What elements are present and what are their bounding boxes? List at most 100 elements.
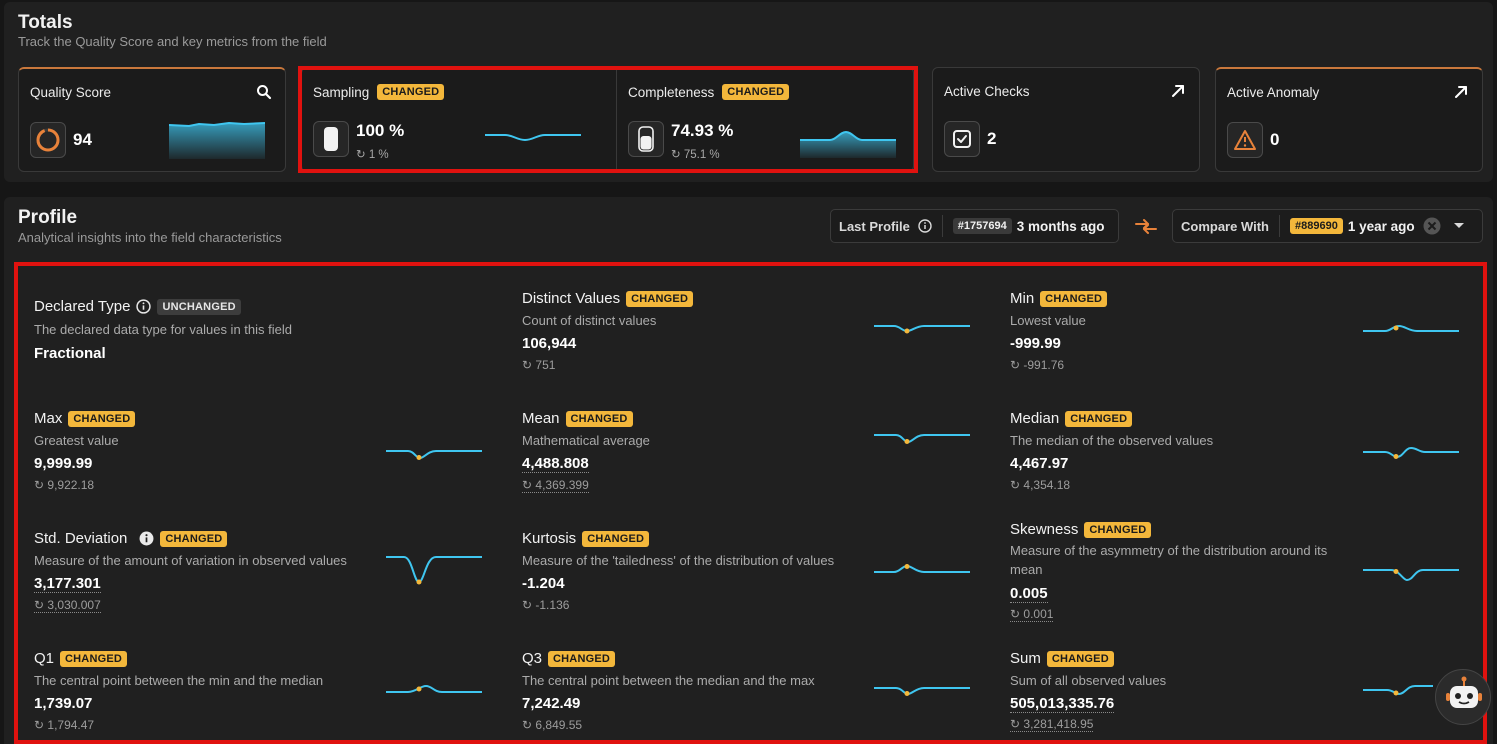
kurtosis-sparkline <box>874 564 970 573</box>
active-anomaly-card[interactable]: Active Anomaly 0 <box>1215 67 1483 172</box>
info-filled-icon[interactable] <box>139 531 154 546</box>
active-anomaly-value: 0 <box>1270 130 1280 149</box>
metric-value: -1.204 <box>522 575 565 592</box>
totals-subtitle: Track the Quality Score and key metrics … <box>18 34 327 49</box>
profile-panel: Profile Analytical insights into the fie… <box>4 197 1493 744</box>
sum-sparkline <box>1363 685 1433 696</box>
min-sparkline <box>1363 324 1459 332</box>
active-checks-value: 2 <box>987 129 997 148</box>
changed-badge: CHANGED <box>626 290 694 307</box>
chevron-down-icon[interactable] <box>1453 222 1465 230</box>
metric-value: 106,944 <box>522 335 577 352</box>
metric-value: 4,467.97 <box>1010 455 1069 472</box>
skewness-sparkline <box>1363 569 1459 582</box>
changed-badge: CHANGED <box>68 410 136 427</box>
metric-previous[interactable]: ↻ 3,030.007 <box>34 598 101 613</box>
completeness-card: Completeness CHANGED 74.93 % ↻ 75.1 % <box>616 67 914 172</box>
metric-title: Distinct Values <box>522 290 621 307</box>
sampling-value: 100 % <box>356 121 405 140</box>
metric-title: Declared Type <box>34 298 131 315</box>
changed-badge: CHANGED <box>160 530 228 547</box>
totals-title: Totals <box>18 12 73 33</box>
metric-title: Kurtosis <box>522 530 577 547</box>
metric-declared-type: Declared Type UNCHANGED The declared dat… <box>34 298 494 408</box>
metric-description: Measure of the asymmetry of the distribu… <box>1010 543 1328 577</box>
pill-icon <box>313 121 349 157</box>
active-checks-card[interactable]: Active Checks 2 <box>932 67 1200 172</box>
max-sparkline <box>386 450 482 460</box>
metric-title: Mean <box>522 410 560 427</box>
score-ring-icon <box>30 122 66 158</box>
metric-title: Std. Deviation <box>34 530 128 547</box>
last-profile-label: Last Profile <box>839 218 910 234</box>
compare-with-selector[interactable]: Compare With #889690 1 year ago <box>1172 209 1483 243</box>
swap-compare-icon[interactable] <box>1134 217 1158 235</box>
metric-previous[interactable]: ↻ 4,369.399 <box>522 478 589 493</box>
metric-previous[interactable]: ↻ 0.001 <box>1010 607 1054 622</box>
info-icon[interactable] <box>136 299 152 314</box>
q1-sparkline <box>386 684 482 693</box>
sampling-card: Sampling CHANGED 100 % ↻ 1 % <box>301 67 616 172</box>
metric-kurtosis: Kurtosis CHANGED Measure of the 'tailedne… <box>522 530 982 640</box>
changed-badge: CHANGED <box>1040 290 1108 307</box>
median-sparkline <box>1363 446 1459 459</box>
unchanged-badge: UNCHANGED <box>157 298 241 315</box>
changed-badge: CHANGED <box>60 650 128 667</box>
metric-value: -999.99 <box>1010 335 1061 352</box>
metric-value: 1,739.07 <box>34 695 93 712</box>
metric-title: Q1 <box>34 650 55 667</box>
metric-value: 7,242.49 <box>522 695 581 712</box>
metric-value[interactable]: 3,177.301 <box>34 575 101 593</box>
active-checks-title: Active Checks <box>944 84 1030 99</box>
metric-title: Skewness <box>1010 521 1079 538</box>
metric-title: Median <box>1010 410 1060 427</box>
changed-badge: CHANGED <box>548 650 616 667</box>
metric-description: Sum of all observed values <box>1010 673 1167 688</box>
metric-description: Measure of the amount of variation in ob… <box>34 553 347 568</box>
quality-score-title: Quality Score <box>30 85 112 100</box>
info-icon[interactable] <box>918 219 932 233</box>
metric-previous: ↻ 9,922.18 <box>34 478 95 492</box>
metric-description: Measure of the 'tailedness' of the distr… <box>522 553 835 568</box>
last-profile-when: 3 months ago <box>1016 218 1105 234</box>
active-anomaly-title: Active Anomaly <box>1227 85 1320 100</box>
changed-badge: CHANGED <box>1065 410 1133 427</box>
last-profile-selector[interactable]: Last Profile #1757694 3 months ago <box>830 209 1119 243</box>
sampling-changed-badge: CHANGED <box>377 84 445 100</box>
metric-description: The declared data type for values in thi… <box>34 322 292 337</box>
distinct-values-sparkline <box>874 325 970 334</box>
changed-badge: CHANGED <box>565 410 633 427</box>
std-deviation-sparkline <box>386 556 482 585</box>
metric-std-deviation: Std. Deviation CHANGED Measure of the am… <box>34 530 494 640</box>
sampling-previous: ↻ 1 % <box>356 149 389 161</box>
arrow-up-right-icon[interactable] <box>1169 82 1187 100</box>
metric-description: Greatest value <box>34 433 119 448</box>
metric-previous: ↻ 4,354.18 <box>1010 478 1071 492</box>
pill-half-icon <box>628 121 664 157</box>
metric-title: Min <box>1010 290 1035 307</box>
changed-badge: CHANGED <box>582 530 650 547</box>
quality-score-value: 94 <box>73 130 92 149</box>
assistant-bot-button[interactable] <box>1435 669 1491 725</box>
metric-value[interactable]: 505,013,335.76 <box>1010 695 1115 713</box>
metric-description: The median of the observed values <box>1010 433 1214 448</box>
metric-previous: ↻ 6,849.55 <box>522 718 583 732</box>
changed-badge: CHANGED <box>1084 521 1152 538</box>
metric-title: Q3 <box>522 650 543 667</box>
arrow-up-right-icon[interactable] <box>1452 83 1470 101</box>
metric-previous[interactable]: ↻ 3,281,418.95 <box>1010 717 1094 732</box>
metric-value[interactable]: 0.005 <box>1010 585 1048 603</box>
q3-sparkline <box>874 687 970 696</box>
clear-icon[interactable] <box>1423 217 1441 235</box>
totals-panel: Totals Track the Quality Score and key m… <box>4 2 1493 182</box>
mean-sparkline <box>874 434 970 444</box>
metric-min: Min CHANGED Lowest value -999.99 ↻ -991.7… <box>1010 290 1470 400</box>
warning-triangle-icon <box>1227 122 1263 158</box>
metric-value[interactable]: 4,488.808 <box>522 455 589 473</box>
search-icon[interactable] <box>255 83 273 101</box>
completeness-title: Completeness <box>628 84 715 100</box>
metric-description: The central point between the median and… <box>522 673 815 688</box>
metric-distinct-values: Distinct Values CHANGED Count of distinct… <box>522 290 982 400</box>
sampling-sparkline <box>485 134 581 142</box>
metric-previous: ↻ 751 <box>522 358 556 372</box>
